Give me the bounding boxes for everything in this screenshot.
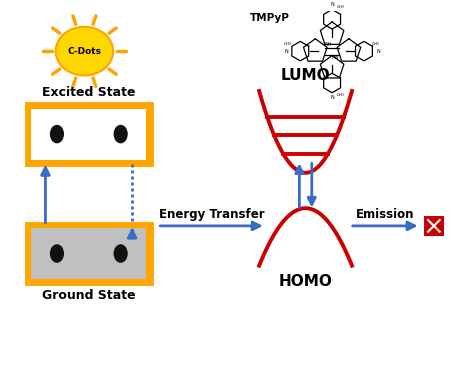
Ellipse shape xyxy=(114,125,128,144)
Text: C-Dots: C-Dots xyxy=(67,47,101,56)
Text: Excited State: Excited State xyxy=(42,86,136,99)
Text: HOMO: HOMO xyxy=(279,274,332,289)
Ellipse shape xyxy=(114,244,128,263)
Text: HN: HN xyxy=(332,55,339,60)
Text: Emission: Emission xyxy=(356,208,414,222)
Text: TMPyP: TMPyP xyxy=(250,13,290,23)
Text: $CH_3$: $CH_3$ xyxy=(283,40,293,47)
Text: N: N xyxy=(376,49,380,54)
Ellipse shape xyxy=(55,27,113,75)
Text: N: N xyxy=(330,95,334,100)
Text: N: N xyxy=(284,49,288,54)
Text: NH: NH xyxy=(325,42,332,47)
Text: $CH_3$: $CH_3$ xyxy=(336,91,345,99)
FancyBboxPatch shape xyxy=(27,224,151,283)
Text: $CH_3$: $CH_3$ xyxy=(336,3,345,11)
FancyBboxPatch shape xyxy=(27,104,151,164)
FancyBboxPatch shape xyxy=(31,228,146,279)
Ellipse shape xyxy=(50,125,64,144)
FancyBboxPatch shape xyxy=(424,216,444,236)
Text: Ground State: Ground State xyxy=(42,289,136,302)
Ellipse shape xyxy=(50,244,64,263)
FancyBboxPatch shape xyxy=(31,109,146,159)
Text: $CH_3$: $CH_3$ xyxy=(371,40,381,47)
Text: LUMO: LUMO xyxy=(281,68,330,83)
Text: N: N xyxy=(330,2,334,7)
Text: Energy Transfer: Energy Transfer xyxy=(159,208,264,222)
